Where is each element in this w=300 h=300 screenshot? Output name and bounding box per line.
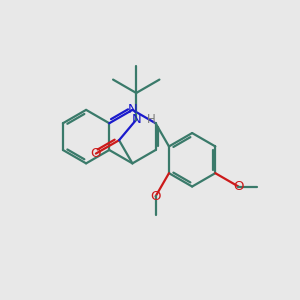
Text: H: H [147,113,155,126]
Text: N: N [128,103,137,116]
Text: O: O [150,190,161,203]
Text: N: N [131,113,141,126]
Text: O: O [233,180,244,193]
Text: O: O [91,147,101,160]
